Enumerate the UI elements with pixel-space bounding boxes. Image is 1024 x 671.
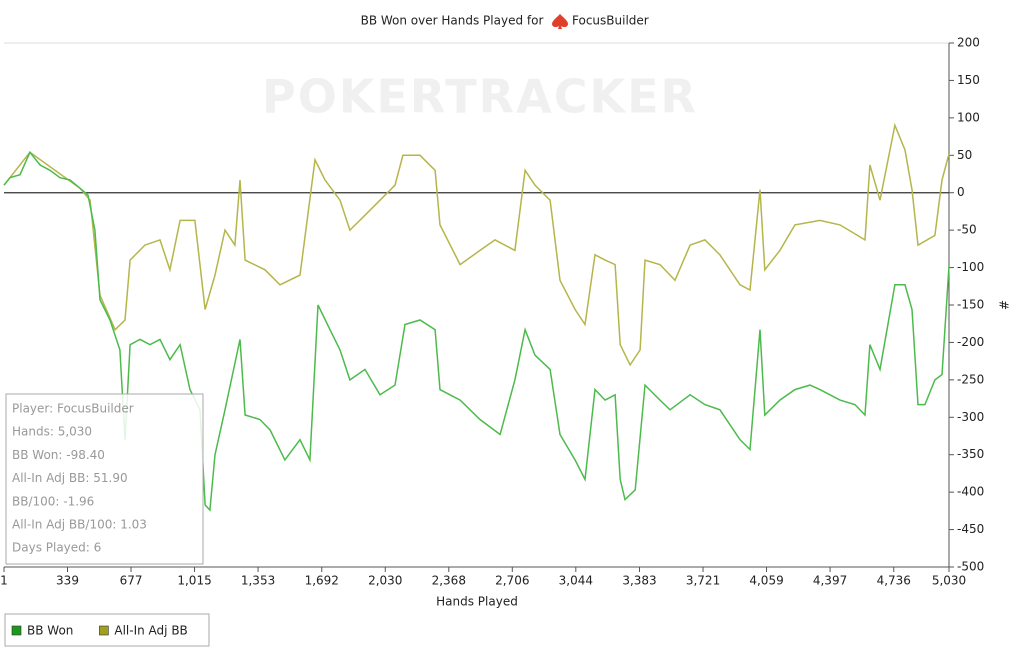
x-tick-label: 3,044	[559, 574, 593, 588]
legend-swatch	[11, 625, 22, 636]
x-tick-label: 4,059	[749, 574, 783, 588]
series-line	[3, 122, 950, 367]
x-tick-label: 4,397	[813, 574, 847, 588]
y-tick-label: 50	[957, 148, 972, 162]
legend-swatch	[99, 625, 109, 636]
x-tick-label: 1	[0, 574, 8, 588]
y-tick-label: -100	[957, 260, 984, 274]
y-tick-label: 0	[957, 185, 965, 199]
legend-label: BB Won	[27, 624, 73, 638]
y-tick-label: -350	[957, 447, 984, 461]
info-line: Days Played: 6	[12, 541, 101, 555]
y-tick-label: -50	[957, 223, 977, 237]
info-line: BB Won: -98.40	[12, 448, 105, 462]
x-tick-label: 4,736	[877, 574, 911, 588]
x-tick-label: 677	[120, 574, 143, 588]
player-icon	[552, 14, 568, 29]
x-tick-label: 3,721	[686, 574, 720, 588]
y-tick-label: -200	[957, 335, 984, 349]
watermark: POKERTRACKER	[262, 70, 698, 124]
info-line: All-In Adj BB: 51.90	[12, 471, 128, 485]
info-box: Player: FocusBuilder Hands: 5,030 BB Won: …	[5, 393, 204, 565]
x-tick-label: 5,030	[932, 574, 966, 588]
x-tick-label: 1,015	[177, 574, 211, 588]
y-tick-label: -150	[957, 298, 984, 312]
x-tick-label: 3,383	[622, 574, 656, 588]
series-line	[3, 150, 950, 512]
y-tick-label: -300	[957, 410, 984, 424]
x-tick-label: 1,353	[241, 574, 275, 588]
info-line: Player: FocusBuilder	[12, 402, 134, 416]
y-tick-label: -400	[957, 485, 984, 499]
x-tick-label: 2,706	[495, 574, 529, 588]
x-tick-label: 1,692	[305, 574, 339, 588]
y-tick-label: -250	[957, 372, 984, 386]
info-box-frame	[5, 393, 204, 565]
x-tick-label: 2,368	[432, 574, 466, 588]
info-line: Hands: 5,030	[12, 425, 92, 439]
chart-title: BB Won over Hands Played for	[361, 14, 544, 28]
y-tick-label: -500	[957, 560, 984, 574]
x-axis-label: Hands Played	[436, 595, 518, 609]
x-tick-label: 339	[56, 574, 79, 588]
info-line: BB/100: -1.96	[12, 494, 94, 508]
legend-label: All-In Adj BB	[114, 624, 187, 638]
y-tick-label: 100	[957, 110, 980, 124]
y-tick-label: -450	[957, 522, 984, 536]
player-name: FocusBuilder	[572, 14, 649, 28]
y-tick-label: 200	[957, 36, 980, 50]
y-tick-label: 150	[957, 73, 980, 87]
x-tick-label: 2,030	[368, 574, 402, 588]
y-axis-label: #	[997, 300, 1011, 310]
info-line: All-In Adj BB/100: 1.03	[12, 518, 147, 532]
